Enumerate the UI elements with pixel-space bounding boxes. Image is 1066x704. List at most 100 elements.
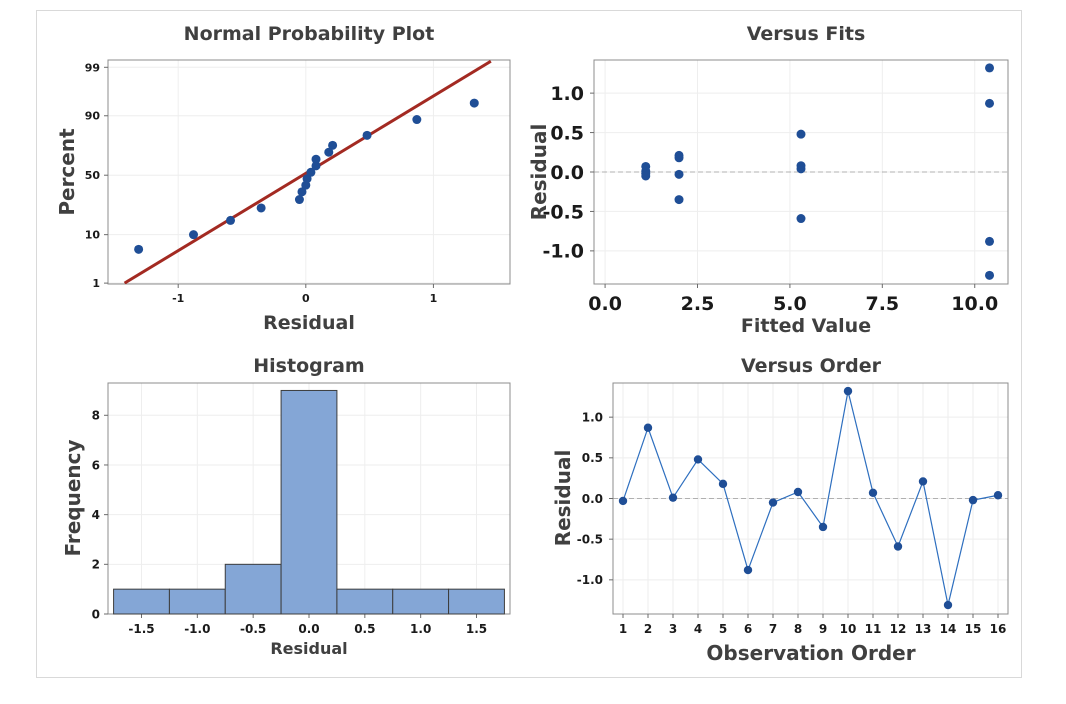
y-axis-label: Frequency — [61, 439, 85, 556]
chart-title: Histogram — [253, 355, 364, 377]
x-tick-label: 0.5 — [354, 622, 375, 636]
residual-point — [311, 154, 321, 164]
y-tick-label: 10 — [85, 229, 101, 242]
x-tick-label: -1.0 — [184, 622, 210, 636]
residual-point — [226, 215, 236, 225]
x-axis-label: Observation Order — [706, 641, 915, 665]
residual-point — [968, 495, 978, 505]
residual-point — [693, 455, 703, 464]
histogram-bar — [224, 563, 282, 615]
residual-point — [618, 496, 628, 506]
residual-point — [134, 244, 144, 254]
histogram-bar — [392, 588, 450, 615]
x-tick-label: 0.0 — [298, 622, 319, 636]
residual-point — [718, 479, 728, 489]
residual-point — [674, 153, 684, 163]
y-tick-label: 1 — [92, 277, 100, 290]
x-tick-label: 2 — [644, 622, 652, 636]
chart-title: Normal Probability Plot — [184, 23, 435, 45]
x-tick-label: 7.5 — [865, 293, 899, 315]
y-tick-label: 1.0 — [582, 410, 603, 424]
y-tick-label: -1.0 — [542, 241, 584, 263]
residual-point — [297, 187, 307, 197]
x-tick-label: 2.5 — [681, 293, 715, 315]
x-tick-label: 15 — [965, 622, 982, 636]
residual-point — [868, 488, 878, 498]
residual-point — [796, 129, 806, 139]
residual-point — [328, 140, 338, 150]
x-tick-label: 1.0 — [410, 622, 431, 636]
y-tick-label: 0.5 — [550, 122, 584, 144]
x-tick-label: -1.5 — [128, 622, 154, 636]
histogram-bar — [336, 588, 394, 615]
histogram-bar — [168, 588, 226, 615]
residual-point — [641, 171, 651, 181]
y-tick-label: 0.5 — [582, 451, 603, 465]
residual-point — [306, 167, 316, 177]
x-tick-label: 12 — [890, 622, 907, 636]
residual-point — [743, 565, 753, 575]
x-axis-label: Residual — [263, 312, 355, 334]
y-tick-label: 50 — [85, 169, 101, 182]
x-tick-label: 11 — [865, 622, 882, 636]
x-tick-label: 6 — [744, 622, 752, 636]
residual-point — [818, 522, 828, 532]
y-tick-label: 1.0 — [550, 83, 584, 105]
x-tick-label: 5 — [719, 622, 727, 636]
x-axis-label: Residual — [270, 639, 347, 658]
y-tick-label: 99 — [85, 61, 100, 74]
y-tick-label: 0.0 — [550, 162, 584, 184]
x-tick-label: 1.5 — [466, 622, 487, 636]
residual-point — [469, 98, 479, 108]
histogram-bar — [448, 588, 505, 615]
x-tick-label: -0.5 — [240, 622, 266, 636]
x-tick-label: 1 — [430, 292, 438, 305]
chart-fits: 0.0 2.5 5.0 7.5 10.0 -1.0 -0.5 0.0 0.5 1.0 Versus … — [527, 23, 1009, 337]
y-tick-label: -0.5 — [542, 201, 584, 223]
y-tick-label: 6 — [92, 458, 100, 472]
y-tick-label: 0 — [92, 607, 100, 621]
x-tick-label: 4 — [694, 622, 702, 636]
residual-point — [311, 161, 321, 171]
residual-point — [674, 195, 684, 205]
histogram-bar — [113, 588, 170, 615]
residual-point — [768, 498, 778, 507]
residual-point — [189, 230, 199, 240]
four-in-one-residual-plots — [36, 10, 1022, 678]
residual-point — [643, 423, 653, 432]
residual-point — [674, 169, 684, 179]
y-axis-label: Residual — [527, 124, 551, 221]
residual-point — [985, 236, 995, 246]
y-axis-label: Residual — [551, 450, 575, 547]
chart-npp: -1 0 1 1 10 50 90 99 Normal Probability Plot Resi… — [55, 23, 511, 334]
y-tick-label: -1.0 — [577, 573, 603, 587]
y-tick-label: 8 — [92, 409, 100, 423]
x-tick-label: 9 — [819, 622, 827, 636]
residual-point — [362, 130, 372, 140]
residual-point — [918, 477, 928, 486]
chart-hist: -1.5 -1.0 -0.5 0.0 0.5 1.0 1.5 0 2 4 6 8 Histogram Re… — [61, 355, 511, 658]
histogram-bar — [280, 389, 338, 615]
x-tick-label: 16 — [990, 622, 1007, 636]
residual-point — [796, 214, 806, 224]
residual-point — [256, 203, 266, 213]
residual-point — [793, 487, 803, 497]
y-tick-label: 90 — [85, 110, 101, 123]
residual-point — [985, 63, 995, 73]
x-tick-label: 3 — [669, 622, 677, 636]
residual-point — [324, 147, 334, 157]
y-tick-label: -0.5 — [577, 532, 603, 546]
residual-point — [412, 115, 422, 125]
y-tick-label: 4 — [92, 508, 100, 522]
residual-point — [796, 164, 806, 174]
x-tick-label: 10.0 — [951, 293, 998, 315]
x-tick-label: 7 — [769, 622, 777, 636]
chart-title: Versus Order — [741, 355, 882, 377]
x-tick-label: 1 — [619, 622, 627, 636]
chart-title: Versus Fits — [747, 23, 866, 45]
residual-point — [943, 600, 953, 610]
x-tick-label: 14 — [940, 622, 957, 636]
y-tick-label: 2 — [92, 558, 100, 572]
x-tick-label: 5.0 — [773, 293, 807, 315]
